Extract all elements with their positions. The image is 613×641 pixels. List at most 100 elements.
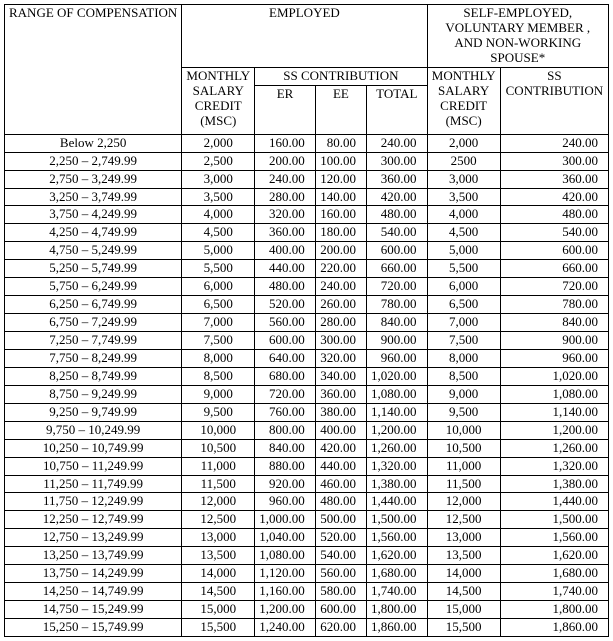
cell-tot: 300.00 (367, 152, 428, 170)
cell-er: 1,160.00 (255, 583, 316, 601)
cell-er: 1,080.00 (255, 547, 316, 565)
cell-contr: 1,080.00 (500, 385, 608, 403)
table-row: Below 2,2502,000160.0080.00240.002,00024… (5, 134, 609, 152)
cell-range: 14,750 – 15,249.99 (5, 601, 182, 619)
cell-contr: 1,620.00 (500, 547, 608, 565)
cell-ee: 380.00 (315, 403, 366, 421)
cell-msc: 8,000 (182, 349, 255, 367)
cell-er: 600.00 (255, 332, 316, 350)
cell-ee: 300.00 (315, 332, 366, 350)
cell-msc2: 14,000 (427, 565, 500, 583)
cell-msc2: 12,000 (427, 493, 500, 511)
cell-contr: 1,440.00 (500, 493, 608, 511)
cell-range: 4,750 – 5,249.99 (5, 242, 182, 260)
cell-contr: 1,200.00 (500, 421, 608, 439)
table-header: RANGE OF COMPENSATION EMPLOYED SELF-EMPL… (5, 5, 609, 135)
cell-msc2: 8,500 (427, 367, 500, 385)
table-row: 11,250 – 11,749.9911,500920.00460.001,38… (5, 475, 609, 493)
table-row: 8,250 – 8,749.998,500680.00340.001,020.0… (5, 367, 609, 385)
table-row: 13,250 – 13,749.9913,5001,080.00540.001,… (5, 547, 609, 565)
cell-tot: 420.00 (367, 188, 428, 206)
cell-contr: 300.00 (500, 152, 608, 170)
cell-range: 5,250 – 5,749.99 (5, 260, 182, 278)
table-row: 14,250 – 14,749.9914,5001,160.00580.001,… (5, 583, 609, 601)
cell-ee: 520.00 (315, 529, 366, 547)
cell-er: 960.00 (255, 493, 316, 511)
header-ss-contribution: SS CONTRIBUTION (255, 67, 427, 85)
cell-msc2: 9,500 (427, 403, 500, 421)
cell-er: 640.00 (255, 349, 316, 367)
cell-range: 2,250 – 2,749.99 (5, 152, 182, 170)
cell-ee: 80.00 (315, 134, 366, 152)
cell-tot: 960.00 (367, 349, 428, 367)
table-row: 7,750 – 8,249.998,000640.00320.00960.008… (5, 349, 609, 367)
cell-contr: 720.00 (500, 278, 608, 296)
cell-range: 11,250 – 11,749.99 (5, 475, 182, 493)
cell-contr: 1,500.00 (500, 511, 608, 529)
table-row: 11,750 – 12,249.9912,000960.00480.001,44… (5, 493, 609, 511)
cell-tot: 1,500.00 (367, 511, 428, 529)
cell-contr: 1,860.00 (500, 619, 608, 637)
cell-contr: 840.00 (500, 314, 608, 332)
cell-msc2: 7,000 (427, 314, 500, 332)
cell-contr: 1,680.00 (500, 565, 608, 583)
cell-msc2: 2500 (427, 152, 500, 170)
cell-msc: 13,000 (182, 529, 255, 547)
table-row: 10,250 – 10,749.9910,500840.00420.001,26… (5, 439, 609, 457)
cell-range: 6,750 – 7,249.99 (5, 314, 182, 332)
cell-ee: 160.00 (315, 206, 366, 224)
cell-contr: 1,020.00 (500, 367, 608, 385)
cell-tot: 1,020.00 (367, 367, 428, 385)
cell-contr: 1,260.00 (500, 439, 608, 457)
table-row: 5,250 – 5,749.995,500440.00220.00660.005… (5, 260, 609, 278)
cell-msc: 2,000 (182, 134, 255, 152)
cell-ee: 320.00 (315, 349, 366, 367)
table-row: 6,250 – 6,749.996,500520.00260.00780.006… (5, 296, 609, 314)
cell-contr: 960.00 (500, 349, 608, 367)
cell-er: 1,000.00 (255, 511, 316, 529)
cell-tot: 1,140.00 (367, 403, 428, 421)
cell-msc2: 2,000 (427, 134, 500, 152)
cell-tot: 840.00 (367, 314, 428, 332)
cell-er: 480.00 (255, 278, 316, 296)
cell-msc: 10,500 (182, 439, 255, 457)
cell-msc2: 6,500 (427, 296, 500, 314)
header-er: ER (255, 85, 316, 134)
cell-tot: 1,320.00 (367, 457, 428, 475)
cell-tot: 480.00 (367, 206, 428, 224)
cell-tot: 1,620.00 (367, 547, 428, 565)
cell-tot: 900.00 (367, 332, 428, 350)
cell-msc2: 15,000 (427, 601, 500, 619)
cell-ee: 180.00 (315, 224, 366, 242)
cell-msc2: 7,500 (427, 332, 500, 350)
cell-msc: 3,500 (182, 188, 255, 206)
cell-er: 1,240.00 (255, 619, 316, 637)
header-msc-employed: MONTHLY SALARY CREDIT (MSC) (182, 67, 255, 134)
cell-range: 3,750 – 4,249.99 (5, 206, 182, 224)
cell-tot: 1,380.00 (367, 475, 428, 493)
cell-msc2: 12,500 (427, 511, 500, 529)
header-self-employed: SELF-EMPLOYED, VOLUNTARY MEMBER , AND NO… (427, 5, 608, 68)
cell-msc: 2,500 (182, 152, 255, 170)
cell-contr: 1,560.00 (500, 529, 608, 547)
cell-er: 400.00 (255, 242, 316, 260)
cell-er: 200.00 (255, 152, 316, 170)
cell-range: 7,250 – 7,749.99 (5, 332, 182, 350)
cell-contr: 1,800.00 (500, 601, 608, 619)
cell-er: 280.00 (255, 188, 316, 206)
cell-tot: 540.00 (367, 224, 428, 242)
cell-ee: 220.00 (315, 260, 366, 278)
cell-er: 440.00 (255, 260, 316, 278)
header-msc-self: MONTHLY SALARY CREDIT (MSC) (427, 67, 500, 134)
cell-range: Below 2,250 (5, 134, 182, 152)
cell-ee: 420.00 (315, 439, 366, 457)
cell-tot: 1,860.00 (367, 619, 428, 637)
cell-msc2: 5,000 (427, 242, 500, 260)
cell-msc: 14,500 (182, 583, 255, 601)
table-row: 7,250 – 7,749.997,500600.00300.00900.007… (5, 332, 609, 350)
table-row: 12,750 – 13,249.9913,0001,040.00520.001,… (5, 529, 609, 547)
cell-range: 12,750 – 13,249.99 (5, 529, 182, 547)
cell-msc: 10,000 (182, 421, 255, 439)
cell-range: 7,750 – 8,249.99 (5, 349, 182, 367)
cell-msc2: 11,000 (427, 457, 500, 475)
